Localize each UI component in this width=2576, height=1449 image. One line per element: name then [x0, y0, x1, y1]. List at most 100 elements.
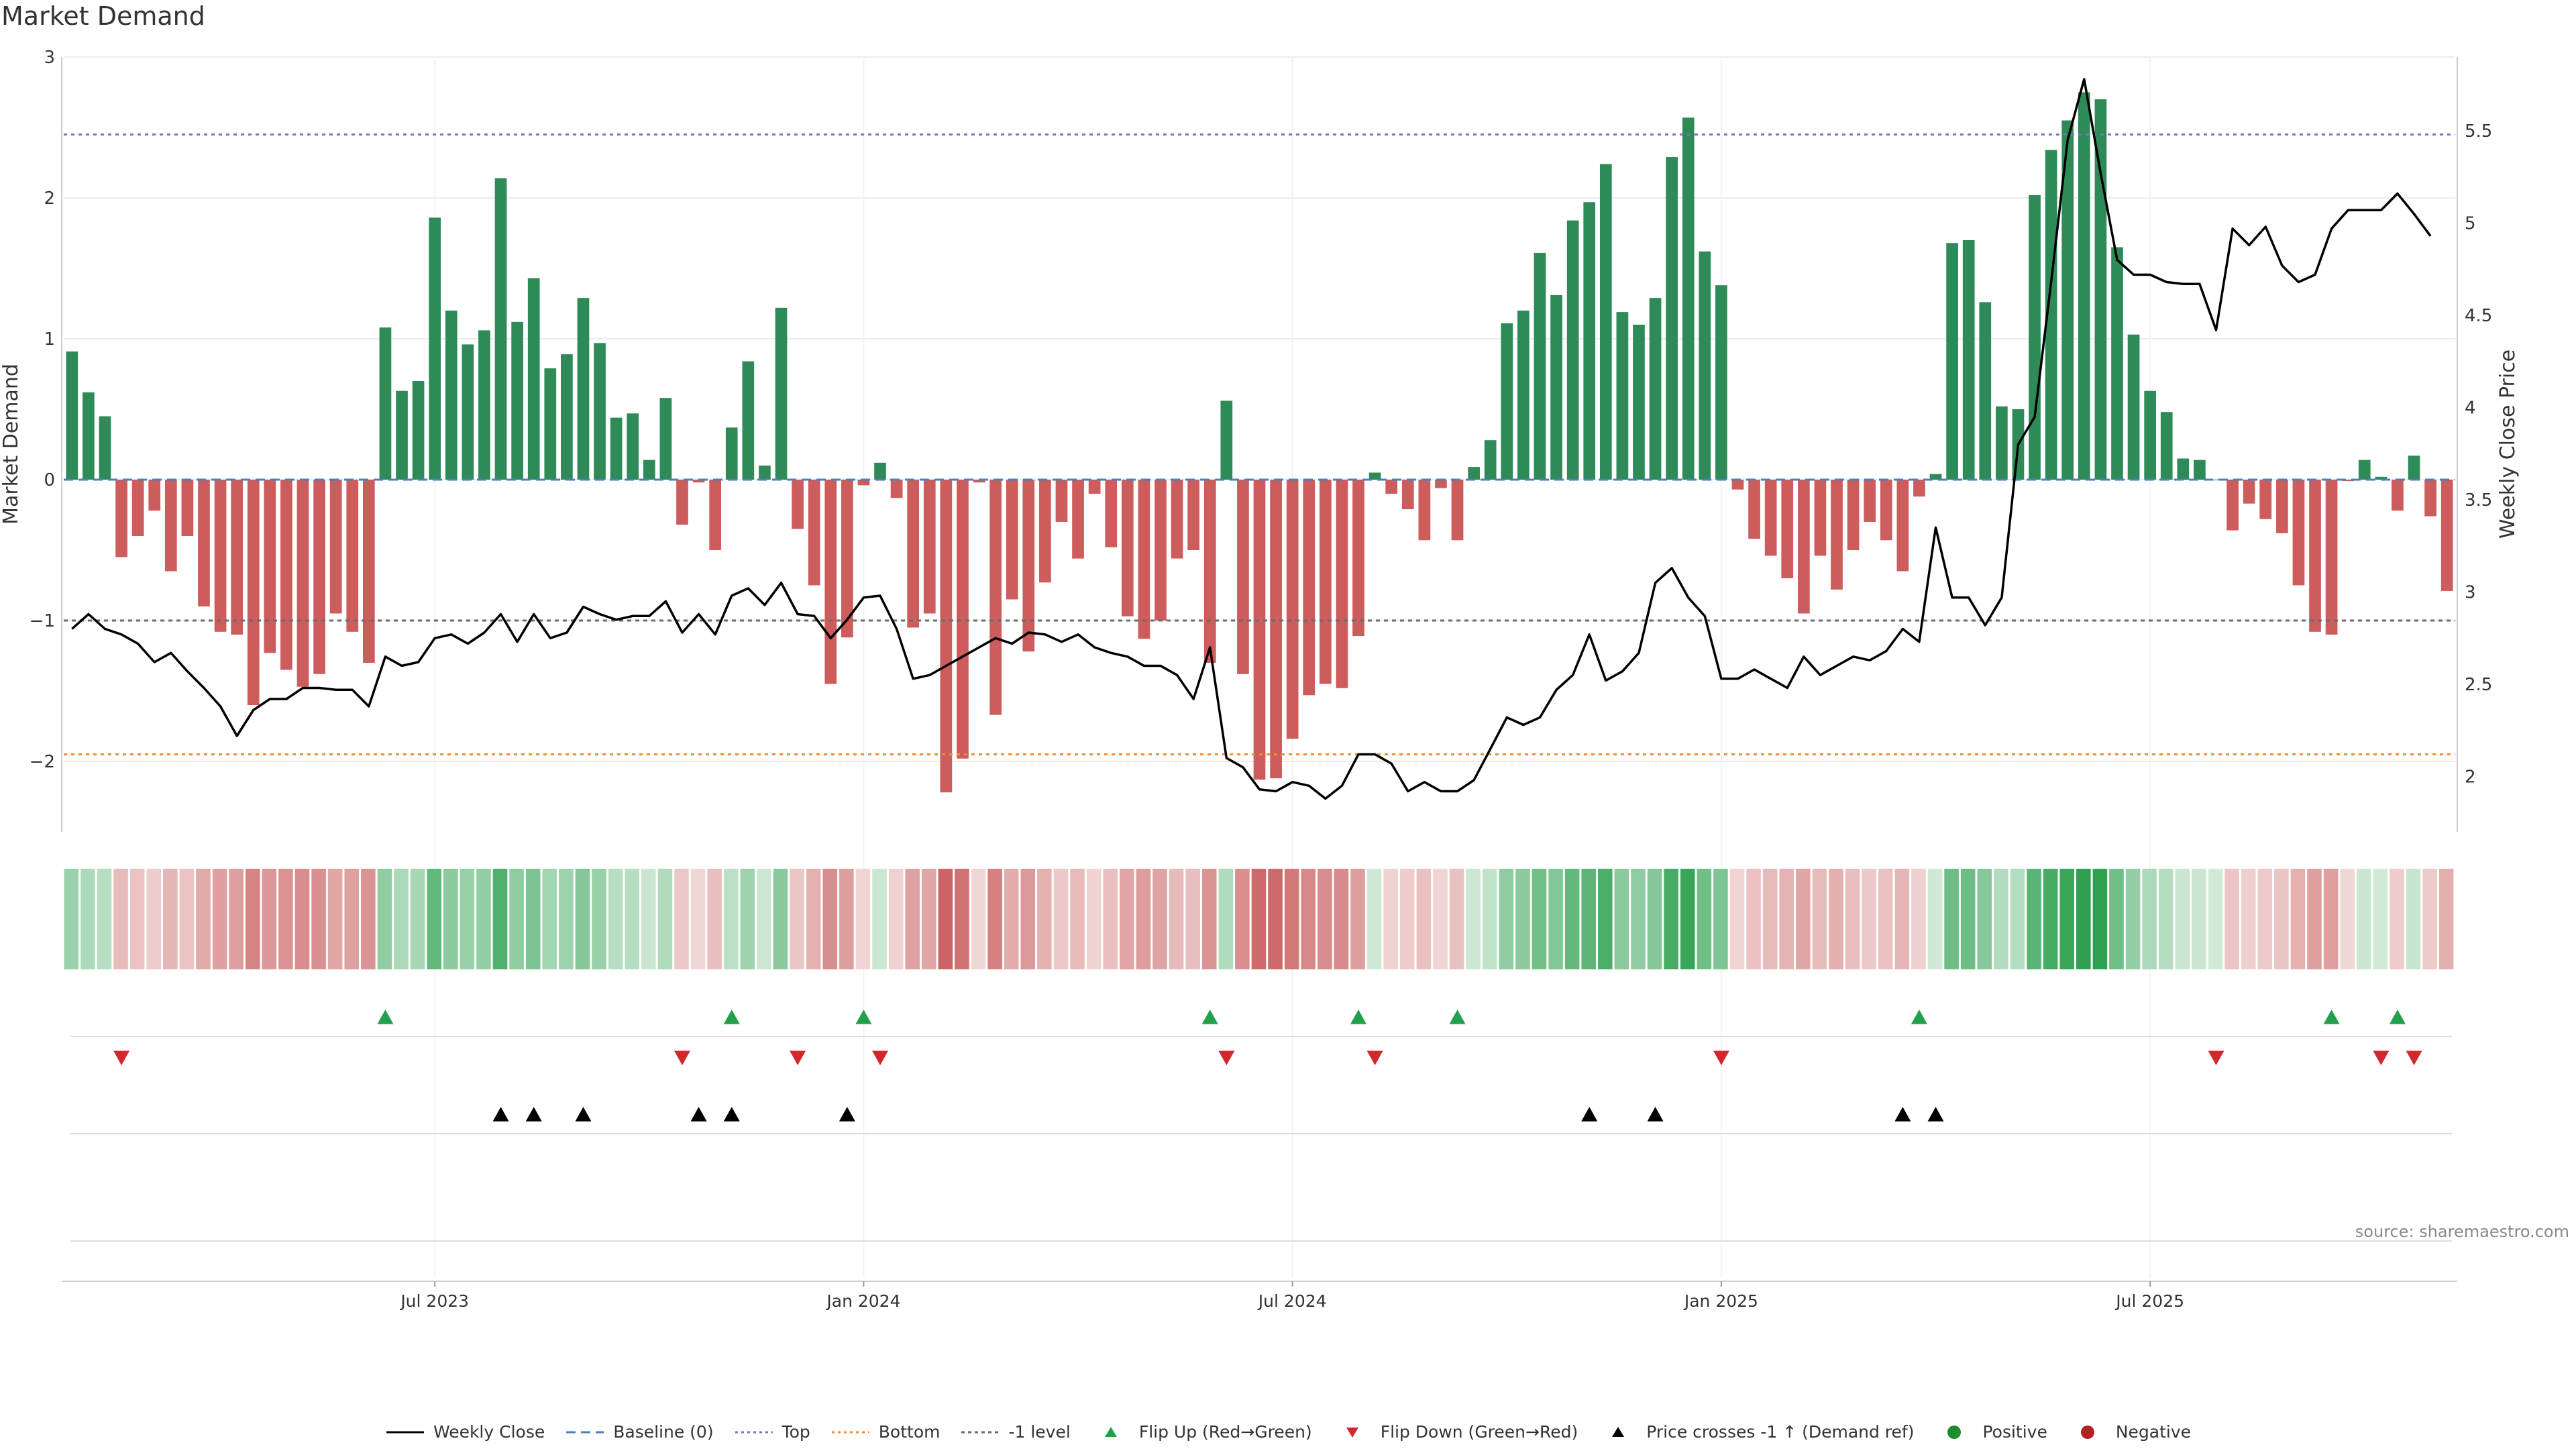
heat-strip-cell — [707, 869, 722, 969]
heat-strip-cell — [1911, 869, 1926, 969]
demand-bar — [2408, 455, 2420, 480]
heat-strip-cell — [146, 869, 162, 969]
demand-bar — [594, 343, 606, 480]
demand-bar — [2309, 480, 2321, 632]
flip-down-marker — [872, 1051, 889, 1065]
demand-bar — [2259, 480, 2272, 519]
heat-strip-cell — [278, 869, 293, 969]
demand-bar — [1203, 480, 1216, 663]
heat-strip-cell — [2373, 869, 2388, 969]
heat-strip-cell — [1466, 869, 1481, 969]
demand-bar — [2111, 247, 2123, 480]
flip-down-marker — [113, 1051, 130, 1065]
flip-down-marker — [2373, 1051, 2390, 1065]
heat-strip-cell — [1268, 869, 1283, 969]
heat-strip-cell — [2027, 869, 2041, 969]
heat-strip-cell — [2224, 869, 2239, 969]
heat-strip-cell — [1383, 869, 1398, 969]
heat-strip-cell — [1631, 869, 1646, 969]
heat-strip-cell — [460, 869, 475, 969]
demand-bar — [1105, 480, 1118, 547]
demand-bar — [2045, 150, 2057, 480]
heat-strip-cell — [1334, 869, 1349, 969]
demand-bar — [1913, 480, 1925, 497]
demand-bar — [1368, 472, 1381, 480]
demand-bar — [1435, 480, 1447, 488]
flip-down-marker — [674, 1051, 690, 1065]
demand-bar — [1155, 480, 1167, 621]
demand-bar — [280, 480, 292, 670]
minus_one-legend-swatch — [961, 1431, 1000, 1433]
flip-down-marker — [1366, 1051, 1383, 1065]
heat-strip-cell — [2175, 869, 2190, 969]
heat-strip-cell — [1664, 869, 1678, 969]
demand-bar — [2325, 480, 2338, 635]
demand-bar — [494, 178, 507, 480]
demand-bar — [1633, 325, 1645, 480]
heat-strip-cell — [1120, 869, 1134, 969]
legend-label: Weekly Close — [433, 1422, 545, 1442]
demand-bar — [610, 417, 623, 480]
demand-bar — [627, 413, 639, 480]
demand-bar — [214, 480, 227, 632]
heat-strip-cell — [196, 869, 211, 969]
demand-bar — [1270, 480, 1282, 779]
heat-strip-cell — [888, 869, 904, 969]
heat-strip-cell — [1829, 869, 1843, 969]
heat-strip-cell — [1499, 869, 1514, 969]
y-right-tick-label: 3 — [2465, 583, 2476, 603]
y-left-tick-label: 3 — [44, 48, 55, 68]
y-right-tick-label: 4 — [2465, 398, 2476, 419]
demand-bar — [412, 381, 425, 480]
top-legend-swatch — [735, 1431, 773, 1433]
heat-strip-cell — [1598, 869, 1613, 969]
heat-strip-cell — [1136, 869, 1151, 969]
demand-bar — [2127, 334, 2140, 480]
demand-bar — [808, 480, 820, 586]
demand-bar — [1649, 298, 1662, 480]
demand-bar — [1781, 480, 1794, 578]
demand-bar — [1501, 323, 1513, 480]
heat-strip-cell — [1614, 869, 1629, 969]
demand-bar — [1896, 480, 1909, 572]
demand-bar — [445, 311, 458, 480]
heat-strip-cell — [2109, 869, 2124, 969]
demand-bar — [2358, 460, 2371, 480]
heat-strip-cell — [80, 869, 95, 969]
demand-bar — [1666, 157, 1678, 480]
legend-label: Price crosses -1 ↑ (Demand ref) — [1646, 1422, 1915, 1442]
positive-legend-swatch — [1947, 1425, 1962, 1439]
heat-strip-cell — [344, 869, 360, 969]
demand-bar — [643, 460, 655, 480]
demand-bar — [2160, 412, 2173, 480]
legend-label: Bottom — [878, 1422, 941, 1442]
heat-strip-cell — [1581, 869, 1597, 969]
x-tick-label: Jan 2024 — [825, 1291, 900, 1311]
demand-bar — [297, 480, 309, 687]
demand-bar — [527, 278, 540, 480]
heat-strip-cell — [2043, 869, 2058, 969]
heat-strip-cell — [723, 869, 739, 969]
demand-bar — [1583, 202, 1596, 480]
heat-strip-cell — [1960, 869, 1976, 969]
demand-bar — [725, 427, 738, 480]
legend-label: Top — [782, 1422, 810, 1442]
demand-bar — [1831, 480, 1843, 590]
y-right-tick-label: 2.5 — [2465, 675, 2492, 695]
heat-strip-cell — [674, 869, 689, 969]
demand-bar — [1797, 480, 1810, 614]
heat-strip-cell — [1433, 869, 1448, 969]
heat-strip-cell — [773, 869, 788, 969]
heat-strip-cell — [1680, 869, 1695, 969]
demand-bar — [1336, 480, 1348, 688]
demand-bar — [1088, 480, 1101, 494]
demand-bar — [775, 307, 788, 480]
heat-strip-cell — [2192, 869, 2206, 969]
demand-bar — [2424, 480, 2436, 517]
demand-bar — [1055, 480, 1068, 522]
demand-bar — [2061, 120, 2074, 480]
demand-bar — [1171, 480, 1183, 559]
price-cross-marker — [575, 1107, 592, 1122]
legend-item-flip-up: Flip Up (Red→Green) — [1091, 1422, 1312, 1442]
y-right-tick-label: 4.5 — [2465, 306, 2492, 326]
